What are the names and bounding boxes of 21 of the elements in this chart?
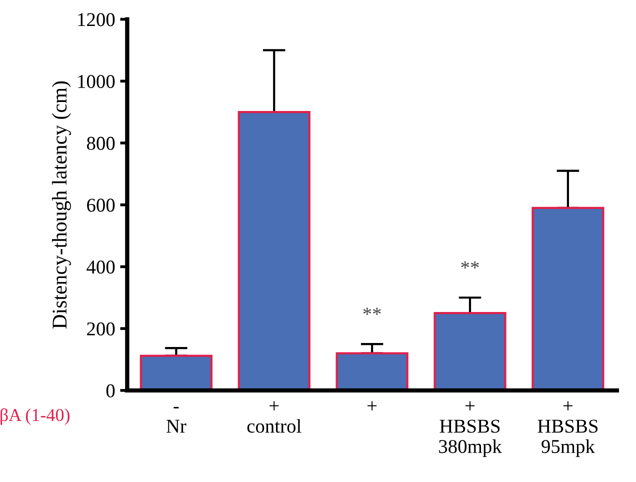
y-axis-title: Distency-though latency (cm): [52, 81, 71, 329]
y-tick-label: 800: [86, 136, 115, 150]
y-tick-label: 600: [87, 198, 115, 212]
y-tick-label: 400: [86, 260, 115, 274]
x-tick-label: - Nr: [166, 406, 186, 433]
bar: [434, 312, 506, 390]
annotation: **: [363, 308, 381, 315]
x-tick-label: + control: [247, 401, 302, 433]
y-tick-label: 1000: [78, 74, 115, 88]
x-tick-label: +: [368, 401, 377, 410]
y-tick-label: 1200: [78, 13, 115, 26]
bar: [238, 111, 310, 390]
y-tick-label: 200: [87, 322, 115, 336]
bar: [336, 352, 408, 390]
y-tick-label: 0: [106, 384, 115, 398]
annotation: **: [461, 261, 479, 268]
x-tick-label: + HBSBS 95mpk: [538, 401, 598, 458]
bar: [140, 354, 212, 390]
x-tick-label: + HBSBS 380mpk: [439, 401, 502, 458]
text: βA (1-40): [0, 408, 70, 425]
bar: [532, 206, 604, 390]
